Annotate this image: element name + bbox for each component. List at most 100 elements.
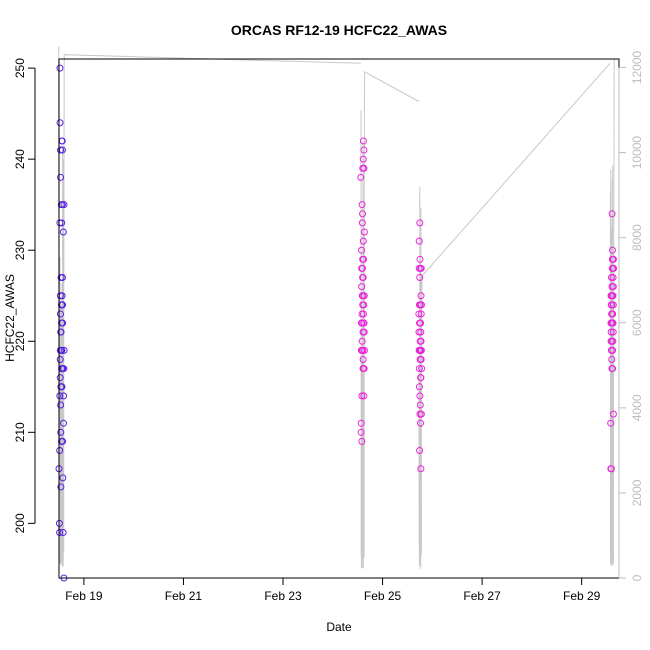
- data-point: [415, 310, 423, 318]
- data-point: [56, 119, 64, 127]
- data-point: [359, 210, 367, 218]
- data-point: [609, 283, 617, 291]
- y2-tick-label: 2000: [630, 479, 644, 506]
- y2-tick-label: 6000: [630, 309, 644, 336]
- data-point: [610, 264, 618, 272]
- y-axis: 200 210 220 230 240 250: [13, 58, 36, 533]
- data-point: [607, 328, 615, 336]
- data-point: [360, 228, 368, 236]
- data-point: [360, 301, 368, 309]
- data-point: [60, 392, 68, 400]
- data-point: [609, 328, 617, 336]
- data-point: [608, 355, 616, 363]
- y-tick-label: 240: [13, 149, 27, 169]
- scatter-points-layer: [55, 64, 618, 582]
- y2-tick-label: 12000: [630, 51, 644, 85]
- chart-title: ORCAS RF12-19 HCFC22_AWAS: [231, 22, 447, 38]
- data-point: [358, 283, 366, 291]
- y-tick-label: 230: [13, 240, 27, 260]
- data-point: [56, 528, 64, 536]
- data-point: [358, 392, 366, 400]
- data-point: [358, 337, 366, 345]
- data-point: [359, 310, 367, 318]
- data-point: [607, 419, 615, 427]
- data-point: [359, 274, 367, 282]
- y2-tick-label: 0: [630, 574, 644, 581]
- secondary-y-axis: 0 2000 4000 6000 8000 10000 12000: [618, 51, 644, 581]
- data-point: [360, 292, 368, 300]
- data-point: [415, 383, 423, 391]
- x-tick-label: Feb 29: [563, 589, 601, 603]
- data-point: [57, 328, 65, 336]
- data-point: [57, 173, 65, 181]
- data-point: [417, 292, 425, 300]
- data-point: [358, 264, 366, 272]
- data-point: [359, 137, 367, 145]
- data-point: [417, 410, 425, 418]
- data-point: [417, 264, 425, 272]
- data-point: [607, 465, 615, 473]
- data-point: [609, 410, 617, 418]
- data-point: [415, 237, 423, 245]
- data-point: [417, 301, 425, 309]
- data-point: [59, 528, 67, 536]
- data-point: [59, 437, 67, 445]
- data-point: [416, 392, 424, 400]
- data-point: [360, 328, 368, 336]
- data-point: [417, 419, 425, 427]
- data-point: [359, 355, 367, 363]
- data-point: [360, 346, 368, 354]
- data-point: [56, 355, 64, 363]
- data-point: [360, 319, 368, 327]
- data-point: [56, 310, 64, 318]
- plot-frame: [58, 58, 620, 579]
- data-point: [417, 337, 425, 345]
- data-point: [359, 155, 367, 163]
- data-point: [609, 365, 617, 373]
- y2-tick-label: 4000: [630, 394, 644, 421]
- data-point: [357, 419, 365, 427]
- x-tick-label: Feb 19: [65, 589, 103, 603]
- data-point: [59, 319, 67, 327]
- data-point: [609, 274, 617, 282]
- data-point: [417, 374, 425, 382]
- data-point: [59, 301, 67, 309]
- data-point: [416, 401, 424, 409]
- altitude-trace-rf17: [360, 70, 420, 569]
- data-point: [417, 310, 425, 318]
- data-point: [60, 346, 68, 354]
- data-point: [360, 392, 368, 400]
- data-point: [56, 64, 64, 72]
- data-point: [359, 237, 367, 245]
- data-point: [57, 483, 65, 491]
- y-tick-label: 250: [13, 58, 27, 78]
- x-axis-title: Date: [326, 620, 352, 634]
- data-point: [417, 465, 425, 473]
- y-tick-label: 210: [13, 422, 27, 442]
- altitude-trace-rf19: [609, 58, 615, 566]
- data-point: [609, 337, 617, 345]
- y2-tick-label: 8000: [630, 224, 644, 251]
- data-point: [360, 365, 368, 373]
- altitude-trace-rf18: [418, 62, 611, 569]
- x-axis: Feb 19 Feb 21 Feb 23 Feb 25 Feb 27 Feb 29: [65, 577, 601, 603]
- data-point: [56, 392, 64, 400]
- data-point: [59, 474, 67, 482]
- data-point: [360, 164, 368, 172]
- x-tick-label: Feb 21: [165, 589, 203, 603]
- data-point: [416, 219, 424, 227]
- altitude-trace-rf12: [58, 46, 361, 568]
- data-point: [609, 292, 617, 300]
- y-axis-title: HCFC22_AWAS: [3, 274, 17, 362]
- data-point: [57, 401, 65, 409]
- data-point: [609, 310, 617, 318]
- data-point: [609, 246, 616, 254]
- data-point: [59, 228, 67, 236]
- data-point: [358, 246, 366, 254]
- data-point: [416, 447, 424, 455]
- data-point: [609, 319, 617, 327]
- x-tick-label: Feb 25: [364, 589, 402, 603]
- data-point: [418, 365, 426, 373]
- data-point: [57, 146, 65, 154]
